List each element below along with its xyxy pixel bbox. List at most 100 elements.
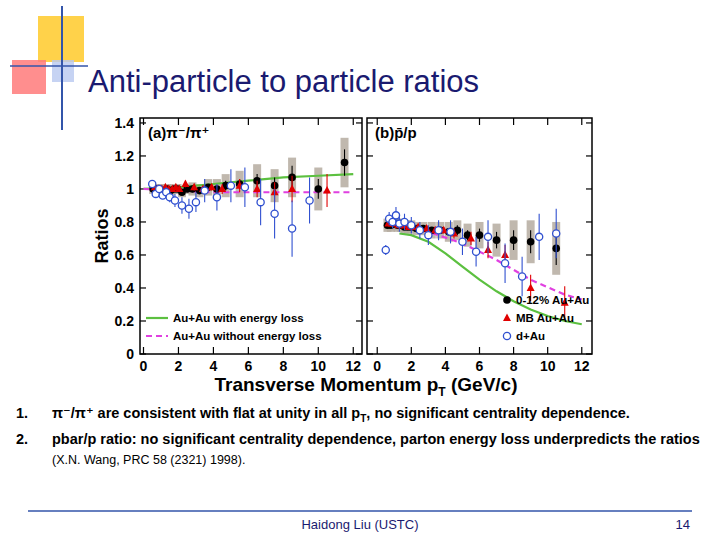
point	[447, 228, 454, 235]
point	[392, 212, 399, 219]
y-tick-label: 0.4	[115, 280, 135, 296]
x-tick	[213, 347, 214, 354]
point	[288, 184, 296, 192]
point	[208, 183, 216, 191]
point	[408, 222, 415, 229]
y-tick	[586, 287, 592, 288]
point	[519, 273, 526, 280]
point	[416, 227, 423, 234]
x-tick	[581, 118, 582, 125]
note-text: pbar/p ratio: no significant centrality …	[52, 431, 700, 447]
y-tick	[356, 122, 362, 123]
y-tick	[356, 188, 362, 189]
x-axis-label: Transverse Momentum pT (GeV/c)	[215, 374, 518, 399]
point	[190, 183, 198, 191]
y-tick	[356, 221, 362, 222]
point	[171, 197, 178, 204]
x-tick	[411, 347, 412, 354]
x-tick-label: 0	[373, 358, 381, 374]
y-tick	[356, 155, 362, 156]
legend-swatch	[503, 296, 511, 304]
y-tick	[356, 353, 362, 354]
point	[271, 210, 278, 217]
x-tick	[479, 118, 480, 125]
y-tick	[586, 155, 592, 156]
point	[435, 227, 442, 234]
x-tick	[318, 118, 319, 125]
x-tick-label: 6	[244, 358, 252, 374]
x-tick	[318, 347, 319, 354]
x-tick	[353, 347, 354, 354]
x-tick-label: 4	[210, 358, 218, 374]
y-tick	[140, 254, 146, 255]
point	[241, 184, 248, 191]
x-tick	[283, 118, 284, 125]
y-tick-label: 0	[126, 346, 134, 362]
y-axis-label: Ratios	[92, 208, 112, 263]
sys-error-box	[341, 138, 349, 188]
deco-line	[61, 6, 63, 130]
page-number: 14	[676, 517, 690, 532]
plot-frame	[140, 118, 362, 354]
legend-swatch	[146, 335, 168, 337]
y-tick	[356, 254, 362, 255]
y-tick	[140, 320, 146, 321]
panel-title: (a)π⁻/π⁺	[148, 124, 209, 141]
x-tick	[248, 118, 249, 125]
slide: Anti-particle to particle ratios00.20.40…	[0, 0, 720, 540]
sys-error-box	[510, 220, 518, 260]
y-tick	[586, 221, 592, 222]
point	[553, 230, 560, 237]
plot-frame	[367, 118, 592, 354]
panel-title: (b)p̄/p	[375, 124, 417, 141]
x-tick-label: 8	[510, 358, 518, 374]
point	[306, 197, 313, 204]
y-tick-label: 1.2	[115, 148, 135, 164]
legend-label: MB Au+Au	[516, 312, 574, 324]
note: 1.π⁻/π⁺ are consistent with flat at unit…	[16, 403, 706, 429]
y-tick	[367, 122, 373, 123]
note-body: pbar/p ratio: no significant centrality …	[52, 429, 706, 470]
point	[201, 187, 208, 194]
x-tick	[581, 347, 582, 354]
footer-line	[28, 510, 692, 512]
x-tick-label: 4	[442, 358, 450, 374]
point	[425, 232, 432, 239]
x-tick	[445, 347, 446, 354]
point	[467, 234, 475, 242]
point	[536, 233, 543, 240]
point	[213, 194, 220, 201]
x-tick	[513, 118, 514, 125]
deco-line	[10, 65, 88, 67]
point	[476, 231, 484, 239]
point	[459, 238, 466, 245]
point	[341, 159, 349, 167]
deco-square	[12, 60, 46, 94]
x-tick-label: 2	[175, 358, 183, 374]
x-tick	[547, 347, 548, 354]
point	[257, 199, 264, 206]
legend-label: Au+Au with energy loss	[173, 312, 304, 324]
point	[484, 233, 491, 240]
y-tick	[586, 188, 592, 189]
legend-swatch	[146, 317, 168, 319]
slide-title: Anti-particle to particle ratios	[88, 64, 479, 99]
y-tick	[140, 155, 146, 156]
point	[323, 186, 331, 194]
legend-label: 0-12% Au+Au	[516, 294, 589, 306]
point	[510, 236, 518, 244]
x-tick	[143, 347, 144, 354]
y-tick	[367, 320, 373, 321]
y-tick	[367, 287, 373, 288]
curve	[399, 234, 581, 325]
legend-swatch	[503, 314, 511, 322]
note-ref: (X.N. Wang, PRC 58 (2321) 1998).	[52, 453, 245, 467]
x-tick-label: 12	[574, 358, 590, 374]
sys-error-box	[476, 222, 484, 248]
y-tick	[367, 353, 373, 354]
point	[501, 260, 508, 267]
notes: 1.π⁻/π⁺ are consistent with flat at unit…	[16, 403, 706, 470]
y-tick	[586, 320, 592, 321]
plot-data	[382, 207, 582, 324]
point	[185, 205, 192, 212]
